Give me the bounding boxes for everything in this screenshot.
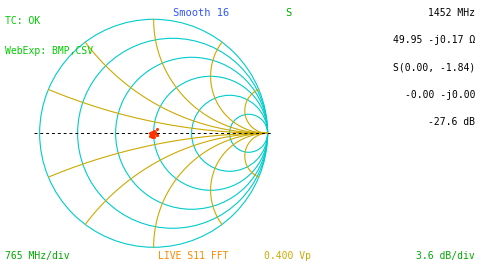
Text: 3.6 dB/div: 3.6 dB/div xyxy=(417,251,475,261)
Point xyxy=(150,135,158,140)
Point xyxy=(148,131,156,135)
Point xyxy=(149,133,156,138)
Point xyxy=(150,129,157,133)
Point xyxy=(148,132,156,136)
Text: Smooth 16: Smooth 16 xyxy=(173,8,230,18)
Point xyxy=(146,131,154,135)
Text: LIVE S11 FFT: LIVE S11 FFT xyxy=(158,251,229,261)
Point xyxy=(151,129,158,134)
Point xyxy=(151,131,159,135)
Text: -0.00 -j0.00: -0.00 -j0.00 xyxy=(405,90,475,100)
Text: 0.400 Vp: 0.400 Vp xyxy=(264,251,311,261)
Text: -27.6 dB: -27.6 dB xyxy=(428,117,475,127)
Point xyxy=(149,131,156,135)
Point xyxy=(149,129,156,134)
Point xyxy=(153,127,161,132)
Point xyxy=(146,134,154,138)
Point xyxy=(151,131,158,135)
Text: 765 MHz/div: 765 MHz/div xyxy=(5,251,70,261)
Text: S: S xyxy=(285,8,291,18)
Point xyxy=(149,132,157,137)
Text: 49.95 -j0.17 Ω: 49.95 -j0.17 Ω xyxy=(393,35,475,45)
Point xyxy=(150,131,158,136)
Text: 1452 MHz: 1452 MHz xyxy=(428,8,475,18)
Point xyxy=(153,132,161,137)
Point xyxy=(147,130,155,135)
Point xyxy=(149,132,157,136)
Text: WebExp: BMP,CSV: WebExp: BMP,CSV xyxy=(5,46,93,56)
Point xyxy=(153,132,160,137)
Text: S(0.00, -1.84): S(0.00, -1.84) xyxy=(393,63,475,73)
Text: TC: OK: TC: OK xyxy=(5,16,40,26)
Point xyxy=(151,130,159,135)
Point xyxy=(149,134,157,138)
Point xyxy=(149,134,156,138)
Point xyxy=(149,132,157,136)
Point xyxy=(149,135,156,139)
Point xyxy=(147,134,155,138)
